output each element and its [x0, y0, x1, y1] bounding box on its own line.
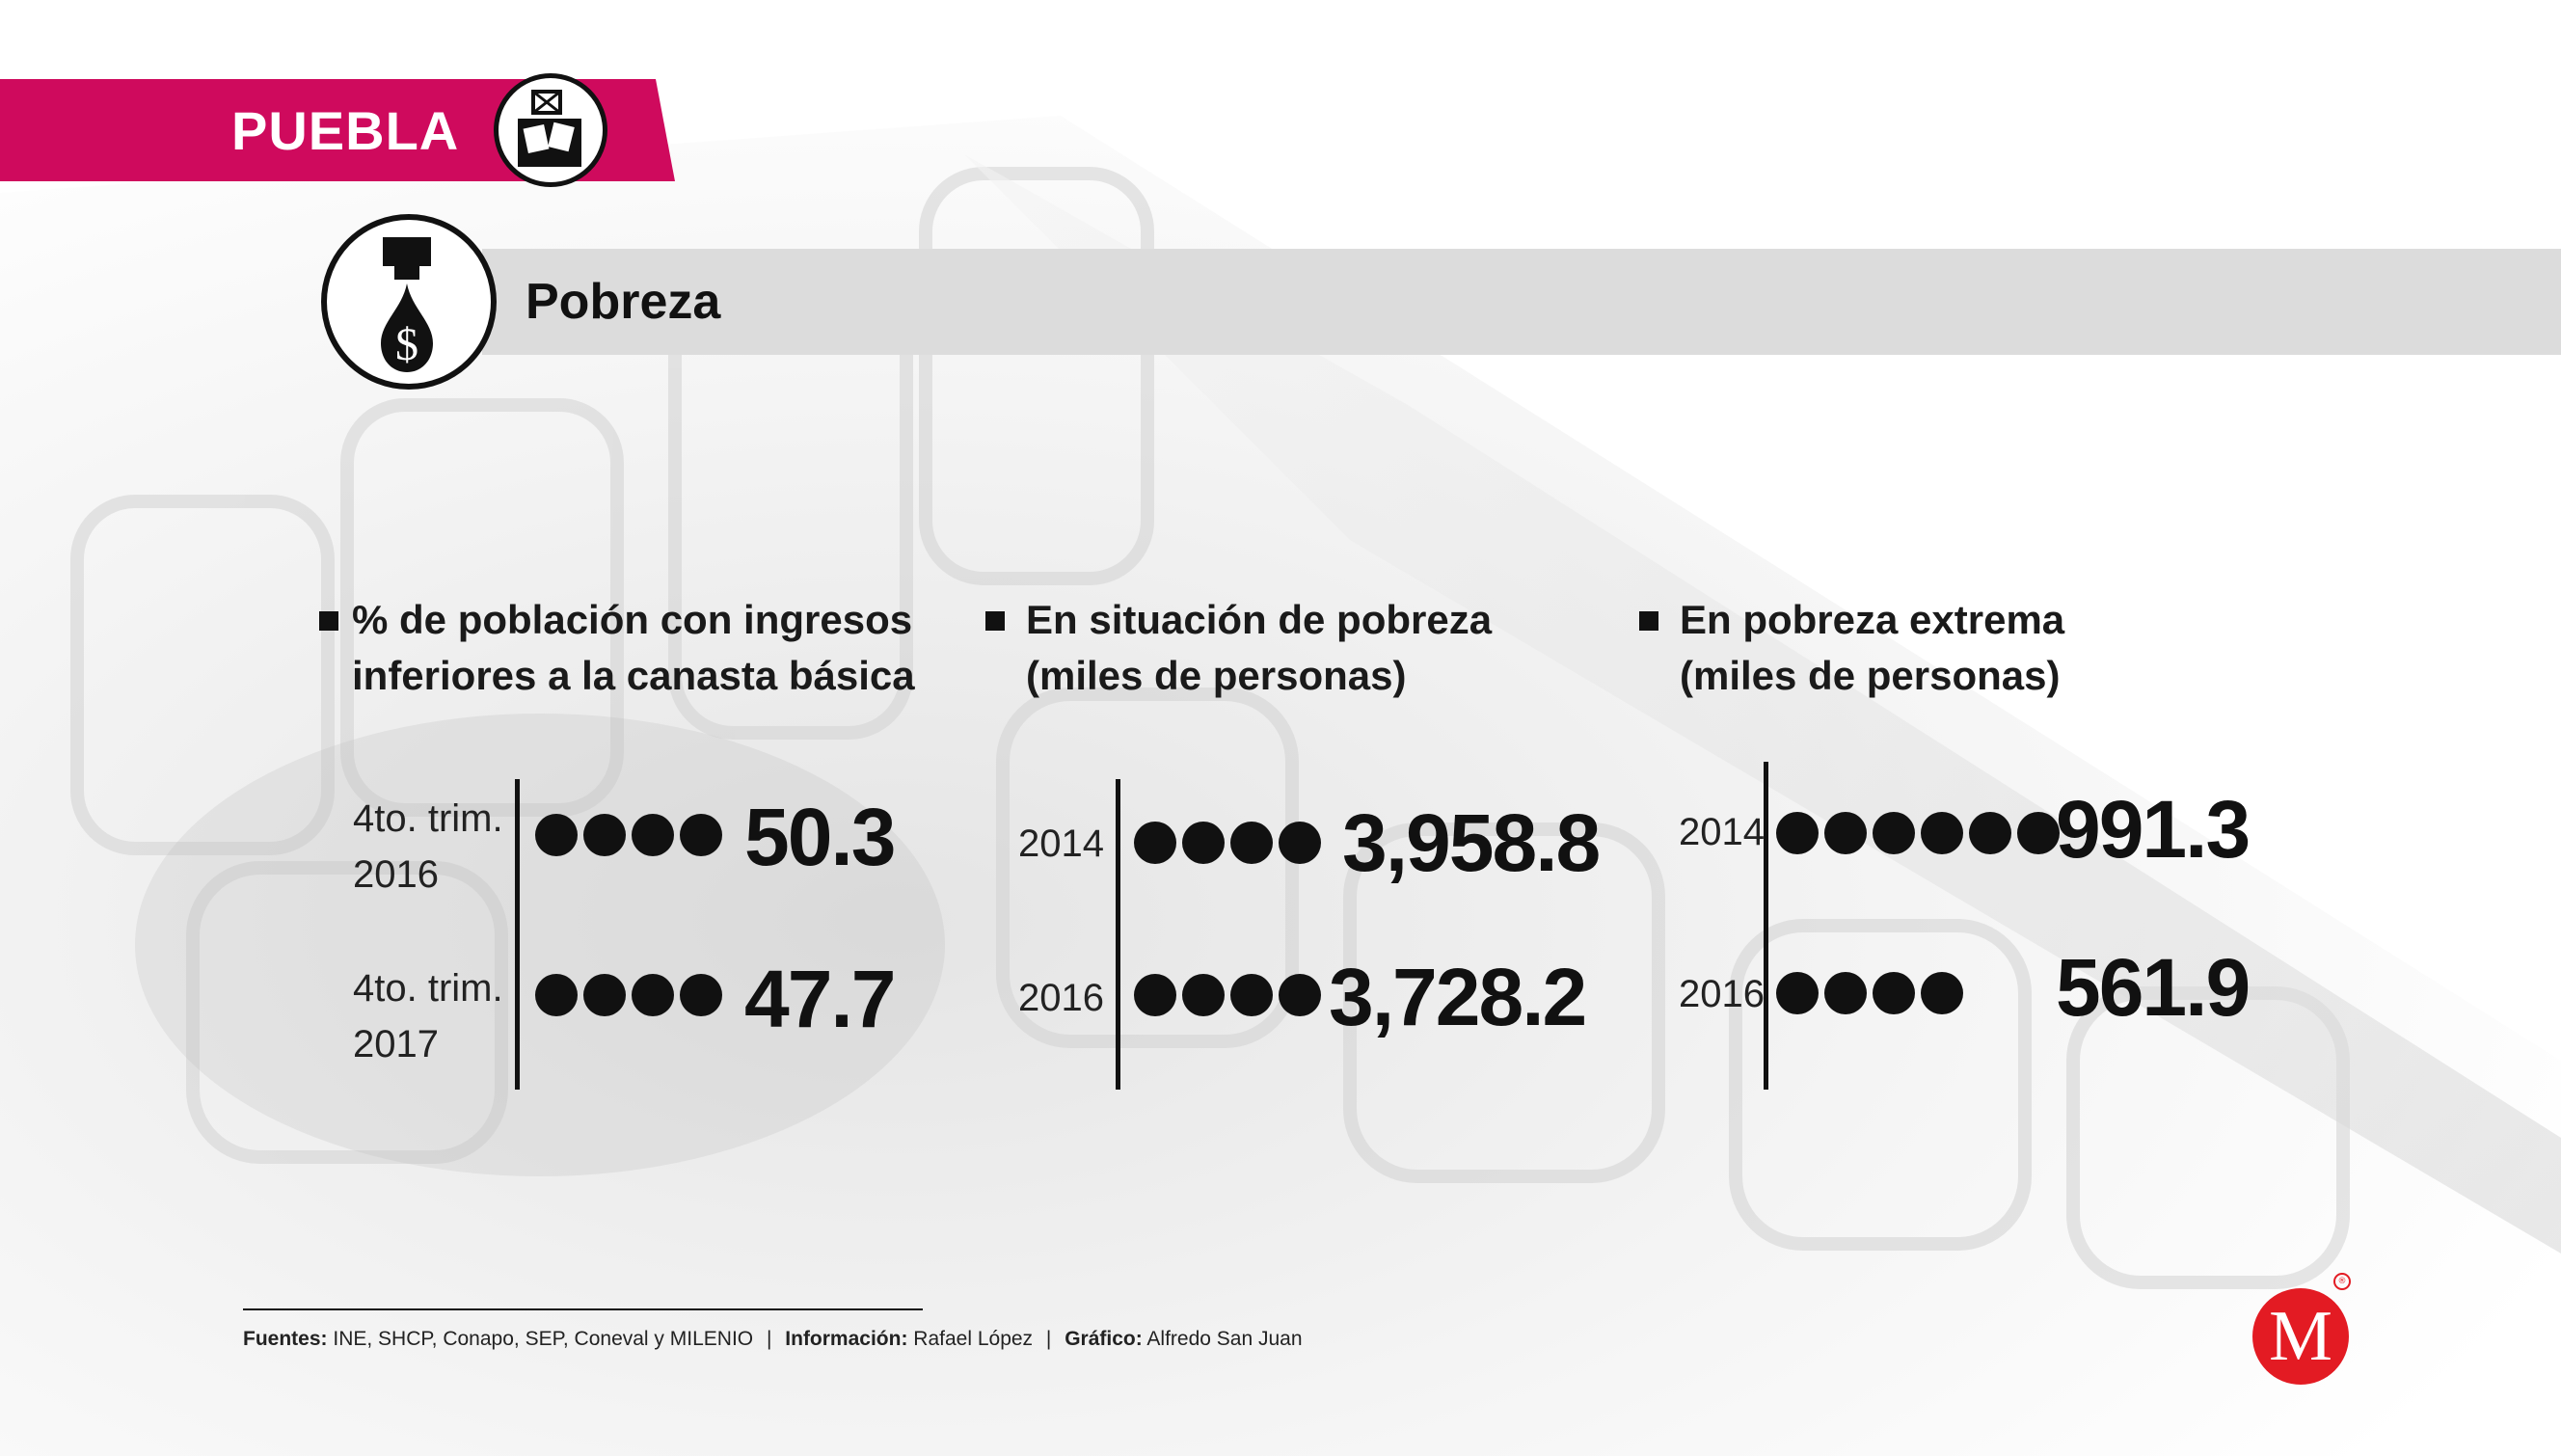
category-label: 2014 — [1018, 822, 1104, 865]
dot-mark — [1776, 812, 1819, 854]
footer-rule — [243, 1308, 923, 1310]
panel-title-line: (miles de personas) — [1680, 653, 2061, 698]
graphic-label: Gráfico: — [1065, 1328, 1143, 1350]
bullet-square — [985, 611, 1005, 631]
category-label-line: 4to. trim. — [353, 967, 503, 1010]
state-title: PUEBLA — [231, 100, 460, 161]
section-title: Pobreza — [526, 274, 721, 330]
panel-title-line: (miles de personas) — [1026, 653, 1407, 698]
dot-mark — [1230, 822, 1273, 864]
dot-mark — [680, 814, 722, 856]
credits: Fuentes: INE, SHCP, Conapo, SEP, Coneval… — [243, 1325, 1303, 1354]
panel-title: En situación de pobreza (miles de person… — [985, 592, 1493, 704]
sources-text: INE, SHCP, Conapo, SEP, Coneval y MILENI… — [333, 1328, 754, 1350]
panel-title-line: En pobreza extrema — [1680, 597, 2065, 642]
category-label: 4to. trim. 2016 — [353, 791, 503, 903]
dot-mark — [583, 814, 626, 856]
bullet-square — [319, 611, 338, 631]
panel-title-line: % de población con ingresos — [352, 597, 913, 642]
dot-bar — [1776, 810, 2060, 856]
category-label: 2016 — [1679, 973, 1765, 1015]
ballot-box-icon — [494, 73, 607, 187]
category-label-line: 2016 — [353, 853, 439, 896]
panel-title: % de población con ingresos inferiores a… — [319, 592, 915, 704]
svg-text:$: $ — [395, 319, 418, 370]
value-label: 991.3 — [2056, 784, 2251, 875]
separator: | — [766, 1328, 772, 1350]
money-drop-icon: $ — [321, 214, 497, 390]
dot-mark — [1969, 812, 2011, 854]
separator: | — [1045, 1328, 1052, 1350]
dot-mark — [1921, 812, 1963, 854]
dot-bar — [535, 812, 722, 858]
dot-mark — [1873, 972, 1915, 1014]
category-label-line: 2017 — [353, 1023, 439, 1065]
graphic-text: Alfredo San Juan — [1146, 1328, 1303, 1350]
section-band — [482, 249, 2561, 355]
dot-bar — [1134, 972, 1321, 1018]
panel-title-line: inferiores a la canasta básica — [352, 653, 915, 698]
dot-mark — [680, 974, 722, 1016]
category-label: 4to. trim. 2017 — [353, 960, 503, 1072]
sources-label: Fuentes: — [243, 1328, 328, 1350]
dot-mark — [1134, 822, 1176, 864]
logo-letter: M — [2269, 1297, 2332, 1376]
value-label: 50.3 — [744, 792, 896, 882]
dot-mark — [1279, 974, 1321, 1016]
info-text: Rafael López — [913, 1328, 1034, 1350]
dot-mark — [583, 974, 626, 1016]
category-label: 2014 — [1679, 811, 1765, 853]
panel-title: En pobreza extrema (miles de personas) — [1639, 592, 2065, 704]
dot-mark — [1824, 972, 1867, 1014]
dot-bar — [535, 972, 722, 1018]
dot-mark — [1824, 812, 1867, 854]
dot-bar — [1134, 820, 1321, 866]
category-label: 2016 — [1018, 977, 1104, 1019]
dot-mark — [1776, 972, 1819, 1014]
dot-mark — [1230, 974, 1273, 1016]
dot-mark — [632, 974, 674, 1016]
milenio-logo: M — [2252, 1288, 2349, 1385]
dot-mark — [2017, 812, 2060, 854]
value-label: 47.7 — [744, 954, 896, 1044]
info-label: Información: — [785, 1328, 908, 1350]
bullet-square — [1639, 611, 1658, 631]
axis-line — [1764, 762, 1768, 1090]
category-label-line: 4to. trim. — [353, 797, 503, 840]
value-label: 3,958.8 — [1342, 797, 1601, 888]
panel-title-line: En situación de pobreza — [1026, 597, 1493, 642]
dot-bar — [1776, 970, 1963, 1016]
value-label: 3,728.2 — [1329, 952, 1587, 1042]
dot-mark — [1134, 974, 1176, 1016]
dot-mark — [1873, 812, 1915, 854]
value-label: 561.9 — [2056, 942, 2251, 1033]
dot-mark — [632, 814, 674, 856]
axis-line — [515, 779, 520, 1090]
dot-mark — [1182, 974, 1225, 1016]
registered-mark: ® — [2333, 1273, 2351, 1290]
dot-mark — [535, 814, 578, 856]
dot-mark — [1279, 822, 1321, 864]
dot-mark — [1182, 822, 1225, 864]
dot-mark — [535, 974, 578, 1016]
axis-line — [1116, 779, 1120, 1090]
dot-mark — [1921, 972, 1963, 1014]
